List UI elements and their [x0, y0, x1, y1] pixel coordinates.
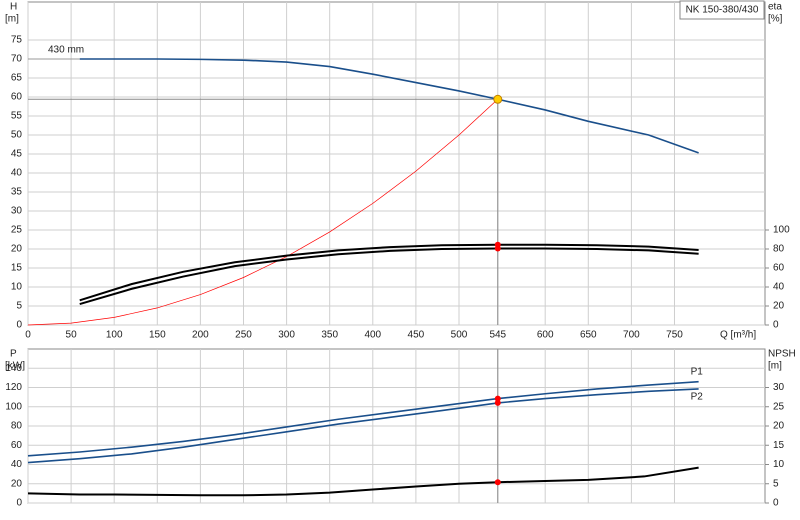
y-tick-label: 55 — [11, 111, 23, 122]
x-tick-label: 650 — [580, 330, 597, 341]
y-axis-unit: [m] — [5, 14, 19, 25]
x-tick-label: 600 — [537, 330, 554, 341]
operating-point — [494, 399, 501, 406]
x-tick-label: 400 — [364, 330, 381, 341]
y2-tick-label: 15 — [773, 440, 785, 451]
chart-title: NK 150-380/430 — [686, 5, 759, 16]
x-tick-label: 0 — [25, 330, 31, 341]
x-tick-label: 150 — [149, 330, 166, 341]
x-tick-label: 250 — [235, 330, 252, 341]
title-box — [679, 0, 765, 20]
y-tick-label: 5 — [16, 301, 22, 312]
x-tick-label: 350 — [321, 330, 338, 341]
y2-axis-label: NPSH — [768, 349, 796, 360]
y-tick-label: 40 — [11, 459, 23, 470]
x-tick-label: 500 — [451, 330, 468, 341]
y2-axis-unit: [%] — [768, 14, 783, 25]
y-tick-label: 40 — [11, 168, 23, 179]
x-tick-label: 545 — [489, 330, 506, 341]
y2-axis-label: eta — [768, 2, 782, 13]
y-tick-label: 0 — [16, 498, 22, 509]
plot-frame — [27, 1, 766, 326]
y-tick-label: 60 — [11, 92, 23, 103]
y2-tick-label: 80 — [773, 244, 785, 255]
y-tick-label: 140 — [5, 363, 22, 374]
y-tick-label: 80 — [11, 421, 23, 432]
y2-tick-label: 0 — [773, 320, 779, 331]
x-tick-label: 750 — [666, 330, 683, 341]
y-tick-label: 10 — [11, 282, 23, 293]
y-tick-label: 20 — [11, 244, 23, 255]
y-tick-label: 0 — [16, 320, 22, 331]
curve — [79, 247, 699, 306]
curve — [79, 58, 699, 154]
x-tick-label: 200 — [192, 330, 209, 341]
y-tick-label: 75 — [11, 35, 23, 46]
y-axis-label: P — [10, 349, 17, 360]
y2-tick-label: 100 — [773, 225, 790, 236]
x-axis-label: Q [m³/h] — [720, 330, 756, 341]
y2-tick-label: 20 — [773, 421, 785, 432]
y2-tick-label: 5 — [773, 478, 779, 489]
curve — [27, 99, 499, 326]
curve-label: P2 — [691, 392, 704, 403]
y2-tick-label: 40 — [773, 282, 785, 293]
y-tick-label: 35 — [11, 187, 23, 198]
x-tick-label: 700 — [623, 330, 640, 341]
y-tick-label: 70 — [11, 54, 23, 65]
y-tick-label: 15 — [11, 263, 23, 274]
curve-label: 430 mm — [48, 45, 84, 56]
y2-tick-label: 20 — [773, 301, 785, 312]
y-axis-label: H — [10, 2, 17, 13]
y2-tick-label: 25 — [773, 401, 785, 412]
y2-tick-label: 60 — [773, 263, 785, 274]
y-tick-label: 65 — [11, 73, 23, 84]
y-axis-unit: [kW] — [5, 361, 25, 372]
y-tick-label: 50 — [11, 130, 23, 141]
x-tick-label: 300 — [278, 330, 295, 341]
x-tick-label: 450 — [408, 330, 425, 341]
y-tick-label: 100 — [5, 401, 22, 412]
y2-tick-label: 10 — [773, 459, 785, 470]
operating-point — [493, 94, 503, 104]
operating-point — [494, 395, 501, 402]
y-tick-label: 45 — [11, 149, 23, 160]
y-tick-label: 60 — [11, 440, 23, 451]
curve — [27, 388, 699, 464]
y-tick-label: 25 — [11, 225, 23, 236]
y-tick-label: 30 — [11, 206, 23, 217]
y2-tick-label: 0 — [773, 498, 779, 509]
y2-axis-unit: [m] — [768, 361, 782, 372]
curve — [79, 243, 699, 302]
x-tick-label: 100 — [106, 330, 123, 341]
operating-point — [494, 479, 501, 486]
y-tick-label: 120 — [5, 382, 22, 393]
curve — [27, 380, 699, 457]
y2-tick-label: 30 — [773, 382, 785, 393]
curve-label: P1 — [691, 366, 704, 377]
curve — [27, 466, 699, 497]
y-tick-label: 20 — [11, 478, 23, 489]
operating-point — [494, 245, 501, 252]
x-tick-label: 50 — [66, 330, 78, 341]
